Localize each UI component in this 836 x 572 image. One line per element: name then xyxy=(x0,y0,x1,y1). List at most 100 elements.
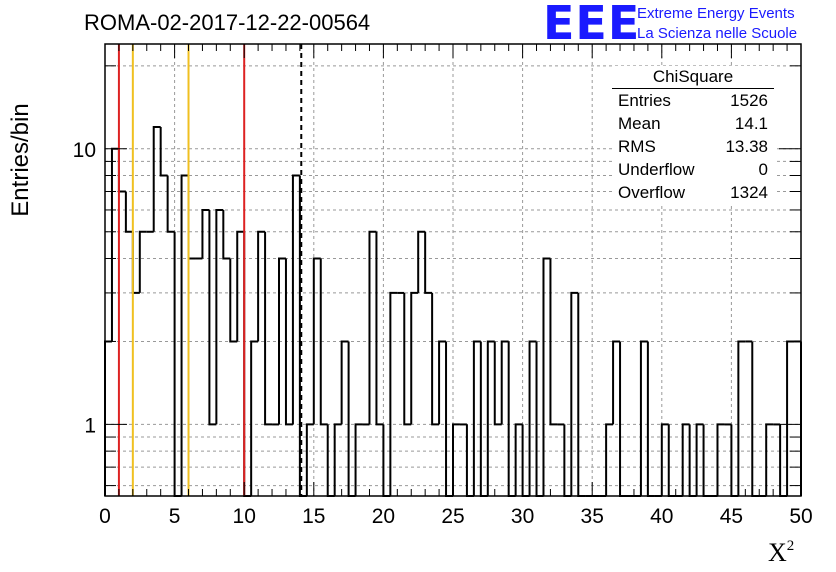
histogram-bin xyxy=(208,209,217,426)
histogram-bin xyxy=(716,423,725,496)
y-axis-label-box: Entries/bin xyxy=(6,100,36,220)
histogram-bin xyxy=(660,423,669,496)
stats-label: RMS xyxy=(618,137,656,156)
histogram-bin xyxy=(368,230,377,425)
histogram-bin xyxy=(410,291,419,425)
stats-value: 13.38 xyxy=(725,137,768,156)
histogram-bin xyxy=(452,423,460,496)
marker-lines xyxy=(117,44,303,496)
stats-label: Mean xyxy=(618,114,661,133)
histogram-bin xyxy=(681,423,690,496)
x-tick-label: 15 xyxy=(302,505,325,528)
histogram-bin xyxy=(417,230,426,293)
histogram-bin xyxy=(472,340,481,496)
x-tick-label: 10 xyxy=(233,505,256,528)
histogram-bin xyxy=(333,423,342,496)
histogram-bin xyxy=(340,340,349,425)
histogram-bin xyxy=(319,258,328,426)
histogram-bin xyxy=(110,147,119,342)
axis-ticks xyxy=(104,44,802,496)
histogram-bin xyxy=(312,257,321,425)
histogram-bin xyxy=(737,340,746,496)
stats-title: ChiSquare xyxy=(612,66,774,89)
stats-value: 14.1 xyxy=(734,114,768,133)
histogram-bin xyxy=(577,292,586,497)
histogram-bin xyxy=(124,191,133,233)
stats-row-mean: Mean 14.1 xyxy=(612,112,774,135)
tick-labels: 0 5 10 15 20 25 30 35 40 45 50 1 10 xyxy=(73,139,813,528)
histogram-bin xyxy=(528,340,537,496)
histogram-bin xyxy=(445,341,453,497)
histogram-bin xyxy=(605,423,614,496)
histogram-bin xyxy=(180,174,189,496)
histogram-bin xyxy=(751,341,760,497)
histogram-bin xyxy=(159,126,168,177)
histogram-bin xyxy=(493,341,502,426)
histogram-bin xyxy=(250,340,259,496)
x-axis-label-sup: 2 xyxy=(786,538,795,554)
stats-value: 1526 xyxy=(730,91,768,110)
histogram-bin xyxy=(479,341,488,497)
histogram-bin xyxy=(619,341,627,497)
logo-subtitle-2: La Scienza nelle Scuole xyxy=(637,25,798,42)
histogram-bin xyxy=(639,340,648,496)
x-tick-label: 20 xyxy=(372,505,395,528)
x-tick-label: 0 xyxy=(99,505,111,528)
histogram-bin xyxy=(389,291,398,496)
histogram-bin xyxy=(514,423,523,496)
histogram-bin xyxy=(187,175,196,260)
stats-label: Entries xyxy=(618,91,671,110)
stats-row-overflow: Overflow 1324 xyxy=(612,181,774,204)
x-tick-label: 45 xyxy=(720,505,743,528)
histogram-bin xyxy=(305,423,314,496)
stats-label: Overflow xyxy=(618,183,686,202)
stats-row-rms: RMS 13.38 xyxy=(612,135,774,158)
histogram-bin xyxy=(549,258,558,426)
histogram-bin xyxy=(347,341,356,497)
x-axis-label-text: X xyxy=(768,538,787,567)
x-tick-label: 50 xyxy=(789,505,812,528)
histogram-bin xyxy=(138,230,147,293)
histogram-bin xyxy=(173,231,182,497)
x-tick-label: 40 xyxy=(650,505,673,528)
histogram-bin xyxy=(243,231,252,497)
histogram-bin xyxy=(570,291,579,496)
histogram-bin xyxy=(131,231,140,294)
y-axis-label: Entries/bin xyxy=(7,103,34,217)
x-tick-label: 5 xyxy=(169,505,181,528)
histogram-bin xyxy=(201,208,210,259)
stats-row-entries: Entries 1526 xyxy=(612,89,774,112)
histogram-bin xyxy=(104,340,112,496)
histogram-bin xyxy=(786,340,795,496)
histogram-bin xyxy=(695,423,704,496)
histogram-bin xyxy=(424,231,433,294)
histogram-bin xyxy=(278,257,286,425)
stats-value: 0 xyxy=(758,160,768,179)
x-axis-label: X2 xyxy=(768,538,794,568)
y-tick-label: 1 xyxy=(84,414,96,437)
histogram-bin xyxy=(117,148,126,193)
histogram-bin xyxy=(152,125,161,232)
logo-subtitle-1: Extreme Energy Events xyxy=(637,5,795,22)
histogram-bin xyxy=(257,230,266,342)
stats-label: Underflow xyxy=(618,160,695,179)
histogram-bin xyxy=(438,340,447,425)
stats-box: ChiSquare Entries 1526 Mean 14.1 RMS 13.… xyxy=(612,66,774,204)
histogram-bin xyxy=(222,209,231,260)
histogram-bin xyxy=(486,340,495,496)
histogram-bin xyxy=(166,175,175,233)
histogram-bin xyxy=(542,257,551,496)
histogram-bin xyxy=(612,340,621,425)
histogram-bin xyxy=(284,258,293,426)
x-tick-label: 35 xyxy=(581,505,604,528)
histogram-bin xyxy=(646,341,655,497)
histogram-bin xyxy=(500,340,509,425)
x-tick-label: 30 xyxy=(511,505,534,528)
histogram-bin xyxy=(354,423,363,496)
histogram-bin xyxy=(507,341,516,497)
histogram-bin xyxy=(431,292,440,426)
histogram-bin xyxy=(375,231,384,426)
stats-row-underflow: Underflow 0 xyxy=(612,158,774,181)
histogram-bin xyxy=(264,231,273,426)
